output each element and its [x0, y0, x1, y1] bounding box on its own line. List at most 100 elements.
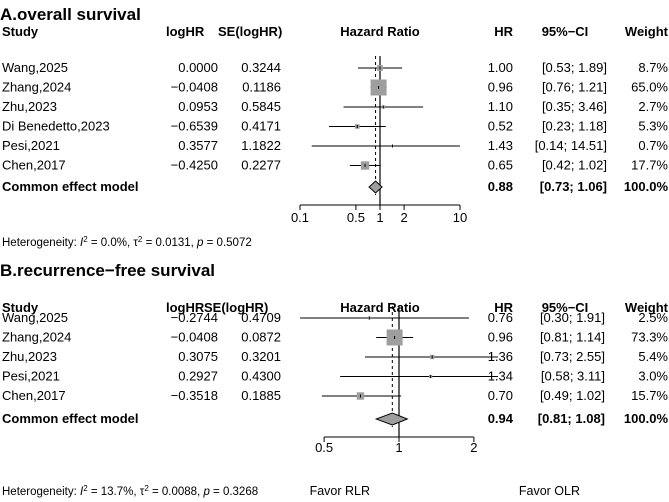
- heterogeneity-tau2-value: = 0.0088,: [149, 486, 204, 498]
- study-weight: 65.0%: [631, 80, 668, 95]
- summary-diamond: [368, 180, 383, 194]
- favor-right-label: Favor OLR: [519, 484, 580, 498]
- summary-ci: [0.81; 1.08]: [538, 411, 605, 426]
- header-ci: 95%−CI: [542, 24, 589, 39]
- forest-panel-recurrence-free-survival: B.recurrence−free survival Study logHR SE(l…: [0, 261, 669, 498]
- study-loghr: 0.0953: [178, 99, 218, 114]
- header-weight: Weight: [625, 24, 669, 39]
- heterogeneity-tau2-value: = 0.0131,: [142, 237, 197, 249]
- study-loghr: 0.2927: [178, 369, 218, 384]
- study-hr: 1.34: [488, 369, 513, 384]
- header-hazard-ratio: Hazard Ratio: [340, 300, 420, 315]
- study-weight: 5.3%: [638, 119, 668, 134]
- study-hr: 0.76: [488, 310, 513, 325]
- study-name: Pesi,2021: [2, 369, 60, 384]
- header-loghr: logHR: [166, 300, 205, 315]
- study-row: Zhu,2023 0.0953 0.5845 1.10 [0.35; 3.46] 2.7%: [2, 99, 668, 114]
- heterogeneity-tau2-label: τ: [133, 237, 138, 249]
- study-hr: 1.43: [488, 138, 513, 153]
- study-name: Di Benedetto,2023: [2, 119, 110, 134]
- study-se: 0.2277: [241, 158, 281, 173]
- study-hr: 0.52: [488, 119, 513, 134]
- study-se: 0.0872: [241, 330, 281, 345]
- heterogeneity-i2-label: I: [80, 486, 84, 498]
- study-weight: 3.0%: [638, 369, 668, 384]
- summary-ci: [0.73; 1.06]: [540, 179, 607, 194]
- study-name: Zhang,2024: [2, 330, 71, 345]
- heterogeneity-prefix: Heterogeneity:: [2, 486, 80, 498]
- heterogeneity-i2-sup: 2: [83, 235, 88, 244]
- x-axis-tick-label: 0.1: [291, 210, 309, 225]
- header-se: SE(logHR): [218, 24, 282, 39]
- study-loghr: −0.0408: [171, 80, 218, 95]
- study-se: 0.4300: [241, 369, 281, 384]
- study-ci: [0.81; 1.14]: [540, 330, 605, 345]
- study-name: Pesi,2021: [2, 138, 60, 153]
- study-row: Zhang,2024 −0.0408 0.0872 0.96 [0.81; 1.14] 7…: [2, 329, 668, 346]
- study-weight: 2.7%: [638, 99, 668, 114]
- study-ci: [0.73; 2.55]: [540, 349, 605, 364]
- x-axis-tick-label: 2: [470, 440, 477, 455]
- study-se: 0.4709: [241, 310, 281, 325]
- study-ci: [0.53; 1.89]: [542, 60, 607, 75]
- header-hazard-ratio: Hazard Ratio: [340, 24, 420, 39]
- study-weight: 8.7%: [638, 60, 668, 75]
- study-row: Di Benedetto,2023 −0.6539 0.4171 0.52 [0.23;…: [2, 119, 668, 134]
- header-study: Study: [2, 300, 39, 315]
- header-study: Study: [2, 24, 39, 39]
- summary-weight: 100.0%: [624, 179, 669, 194]
- panel-title: A.overall survival: [0, 5, 141, 24]
- x-axis: 0.5 1 2: [315, 436, 478, 455]
- study-weight: 2.5%: [638, 310, 668, 325]
- summary-hr: 0.88: [488, 179, 513, 194]
- study-se: 0.4171: [241, 119, 281, 134]
- study-weight: 15.7%: [631, 388, 668, 403]
- summary-label: Common effect model: [2, 179, 139, 194]
- study-hr: 0.70: [488, 388, 513, 403]
- study-row: Pesi,2021 0.3577 1.1822 1.43 [0.14; 14.51] 0.…: [2, 138, 668, 153]
- study-hr: 1.00: [488, 60, 513, 75]
- x-axis-tick-label: 2: [400, 210, 407, 225]
- heterogeneity-i2-value: = 13.7%,: [88, 486, 140, 498]
- study-row: Zhang,2024 −0.0408 0.1186 0.96 [0.76; 1.21] 6…: [2, 79, 668, 96]
- study-ci: [0.14; 14.51]: [535, 138, 607, 153]
- study-name: Zhang,2024: [2, 80, 71, 95]
- x-axis-tick-label: 10: [453, 210, 467, 225]
- heterogeneity-statistics: Heterogeneity: I2 = 13.7%, τ2 = 0.0088, …: [2, 484, 258, 499]
- summary-weight: 100.0%: [624, 411, 669, 426]
- heterogeneity-i2-sup: 2: [83, 484, 88, 493]
- study-ci: [0.42; 1.02]: [542, 158, 607, 173]
- header-ci: 95%−CI: [542, 300, 589, 315]
- heterogeneity-tau2-sup: 2: [138, 235, 143, 244]
- x-axis-tick-label: 0.5: [315, 440, 333, 455]
- x-axis-tick-label: 0.5: [347, 210, 365, 225]
- heterogeneity-i2-label: I: [80, 237, 84, 249]
- study-ci: [0.35; 3.46]: [542, 99, 607, 114]
- heterogeneity-statistics: Heterogeneity: I2 = 0.0%, τ2 = 0.0131, p…: [2, 235, 252, 250]
- study-weight: 73.3%: [631, 330, 668, 345]
- heterogeneity-p-label: p: [196, 237, 204, 249]
- study-ci: [0.58; 3.11]: [541, 369, 605, 384]
- header-hr: HR: [494, 300, 513, 315]
- study-weight: 0.7%: [638, 138, 668, 153]
- heterogeneity-tau2-label: τ: [140, 486, 145, 498]
- x-axis: 0.1 0.5 1 2 10: [291, 204, 467, 225]
- summary-row: Common effect model 0.88 [0.73; 1.06] 100.0…: [2, 179, 668, 194]
- study-hr: 1.10: [488, 99, 513, 114]
- study-name: Wang,2025: [2, 310, 68, 325]
- favor-left-label: Favor RLR: [310, 484, 370, 498]
- study-weight: 5.4%: [638, 349, 668, 364]
- study-name: Wang,2025: [2, 60, 68, 75]
- study-ci: [0.30; 1.91]: [540, 310, 605, 325]
- study-row: Pesi,2021 0.2927 0.4300 1.34 [0.58; 3.11] 3.0…: [2, 369, 668, 384]
- study-row: Chen,2017 −0.3518 0.1885 0.70 [0.49; 1.02] 15…: [2, 388, 668, 403]
- heterogeneity-tau2-sup: 2: [144, 484, 149, 493]
- study-ci: [0.49; 1.02]: [540, 388, 605, 403]
- study-weight: 17.7%: [631, 158, 668, 173]
- panel-title: B.recurrence−free survival: [0, 261, 215, 280]
- header-weight: Weight: [625, 300, 669, 315]
- header-se: SE(logHR): [204, 300, 268, 315]
- heterogeneity-prefix: Heterogeneity:: [2, 237, 80, 249]
- study-name: Zhu,2023: [2, 99, 57, 114]
